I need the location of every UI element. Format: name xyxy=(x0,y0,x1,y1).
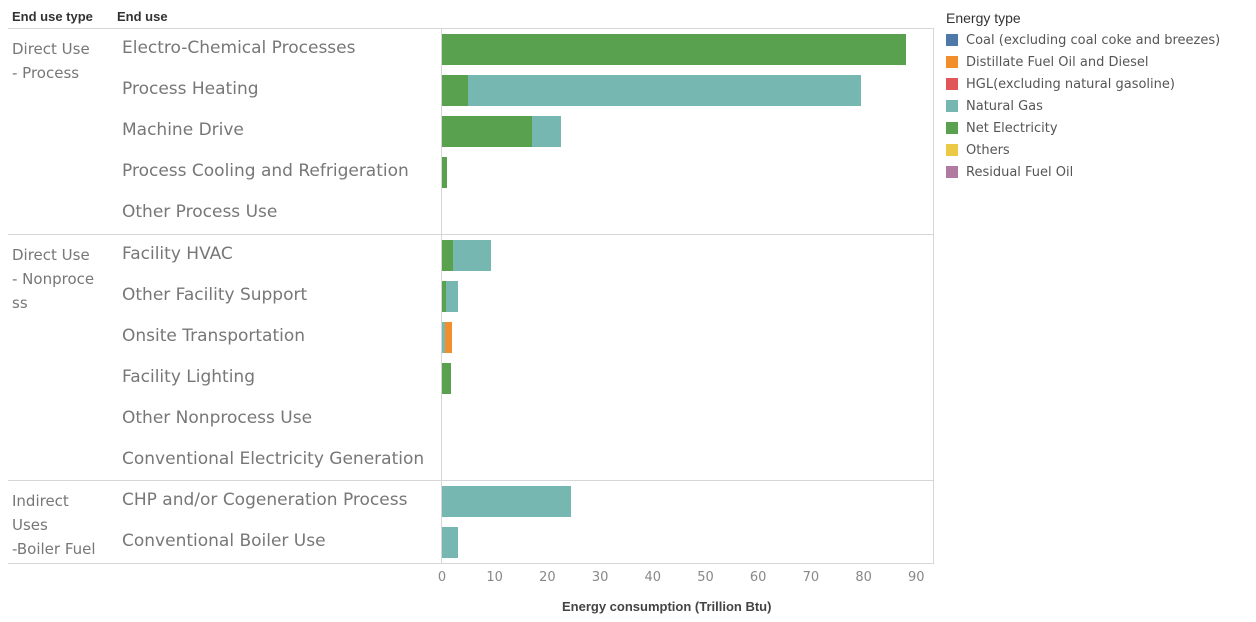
legend-label: Residual Fuel Oil xyxy=(966,164,1074,180)
row-label: Onsite Transportation xyxy=(122,325,306,346)
bar-segment[interactable] xyxy=(446,280,459,312)
bar-segment[interactable] xyxy=(442,527,458,559)
bar-segment[interactable] xyxy=(442,280,447,312)
legend-label: Others xyxy=(966,142,1010,158)
end-use-type-header: End use type xyxy=(12,9,93,24)
legend-item[interactable]: Net Electricity xyxy=(946,117,1220,139)
x-tick-label: 60 xyxy=(749,570,767,585)
x-tick-label: 40 xyxy=(644,570,662,585)
table-top-line xyxy=(8,28,933,29)
bar-segment[interactable] xyxy=(442,34,906,65)
group-label-line: Indirect xyxy=(12,492,69,510)
bar-segment[interactable] xyxy=(442,239,453,271)
bar-segment[interactable] xyxy=(442,75,469,107)
x-tick-label: 80 xyxy=(855,570,872,585)
end-use-header: End use xyxy=(117,9,168,24)
legend-label: Coal (excluding coal coke and breezes) xyxy=(966,32,1221,48)
group-label-line: - Nonproce xyxy=(12,270,95,288)
bar-segment[interactable] xyxy=(442,116,532,148)
x-tick-label: 50 xyxy=(697,570,714,585)
plot-right-border xyxy=(933,28,934,564)
row-label: Other Nonprocess Use xyxy=(122,407,313,428)
group-label-line: - Process xyxy=(12,64,80,82)
legend-item[interactable]: Distillate Fuel Oil and Diesel xyxy=(946,51,1220,73)
bar-segment[interactable] xyxy=(442,486,572,518)
row-label: Facility Lighting xyxy=(122,366,255,387)
bar-segment[interactable] xyxy=(445,321,452,353)
table-bottom-line xyxy=(8,563,933,564)
x-tick-label: 0 xyxy=(437,570,447,585)
x-tick-label: 90 xyxy=(908,570,925,585)
legend-label: Natural Gas xyxy=(966,98,1043,114)
row-label: CHP and/or Cogeneration Process xyxy=(122,490,408,511)
legend-swatch xyxy=(946,34,958,46)
legend: Energy type Coal (excluding coal coke an… xyxy=(946,10,1220,183)
legend-swatch xyxy=(946,166,958,178)
x-tick-label: 10 xyxy=(486,570,503,585)
row-label: Conventional Boiler Use xyxy=(122,531,326,552)
legend-swatch xyxy=(946,100,958,112)
bar-segment[interactable] xyxy=(531,116,561,148)
x-tick-label: 70 xyxy=(802,570,820,585)
legend-item[interactable]: HGL(excluding natural gasoline) xyxy=(946,73,1220,95)
group-label-direct-nonprocess: Direct Use - Nonproce ss xyxy=(12,243,107,315)
plot-left-axis xyxy=(441,28,442,564)
legend-swatch xyxy=(946,144,958,156)
legend-item[interactable]: Natural Gas xyxy=(946,95,1220,117)
group-label-indirect-boiler: Indirect Uses -Boiler Fuel xyxy=(12,489,107,561)
group-label-line: ss xyxy=(12,294,28,312)
legend-label: HGL(excluding natural gasoline) xyxy=(966,76,1175,92)
bar-segment[interactable] xyxy=(442,157,448,189)
bar-segment[interactable] xyxy=(468,75,861,107)
legend-item[interactable]: Residual Fuel Oil xyxy=(946,161,1220,183)
group-separator-2 xyxy=(8,480,933,481)
x-tick-label: 20 xyxy=(539,570,556,585)
legend-label: Net Electricity xyxy=(966,120,1058,136)
row-label: Process Cooling and Refrigeration xyxy=(122,161,409,182)
legend-label: Distillate Fuel Oil and Diesel xyxy=(966,54,1149,70)
bar-segment[interactable] xyxy=(442,321,446,353)
legend-swatch xyxy=(946,56,958,68)
bar-segment[interactable] xyxy=(442,362,452,394)
legend-item[interactable]: Coal (excluding coal coke and breezes) xyxy=(946,29,1220,51)
row-label: Electro-Chemical Processes xyxy=(122,38,356,58)
group-label-line: Direct Use xyxy=(12,246,90,264)
legend-item[interactable]: Others xyxy=(946,139,1220,161)
row-label: Process Heating xyxy=(122,79,259,100)
row-label: Machine Drive xyxy=(122,120,244,141)
legend-title: Energy type xyxy=(946,10,1021,26)
group-label-direct-process: Direct Use - Process xyxy=(12,37,107,85)
row-label: Other Facility Support xyxy=(122,284,308,305)
group-label-line: Uses xyxy=(12,516,48,534)
row-label: Other Process Use xyxy=(122,202,278,223)
row-label: Conventional Electricity Generation xyxy=(122,449,425,469)
x-tick-label: 30 xyxy=(591,570,609,585)
group-label-line: Direct Use xyxy=(12,40,90,58)
x-axis-title: Energy consumption (Trillion Btu) xyxy=(562,599,772,614)
legend-swatch xyxy=(946,122,958,134)
group-separator-1 xyxy=(8,234,933,235)
bar-segment[interactable] xyxy=(452,239,491,271)
legend-items: Coal (excluding coal coke and breezes) Di… xyxy=(946,29,1220,183)
group-label-line: -Boiler Fuel xyxy=(12,540,96,558)
row-label: Facility HVAC xyxy=(122,243,233,264)
legend-swatch xyxy=(946,78,958,90)
